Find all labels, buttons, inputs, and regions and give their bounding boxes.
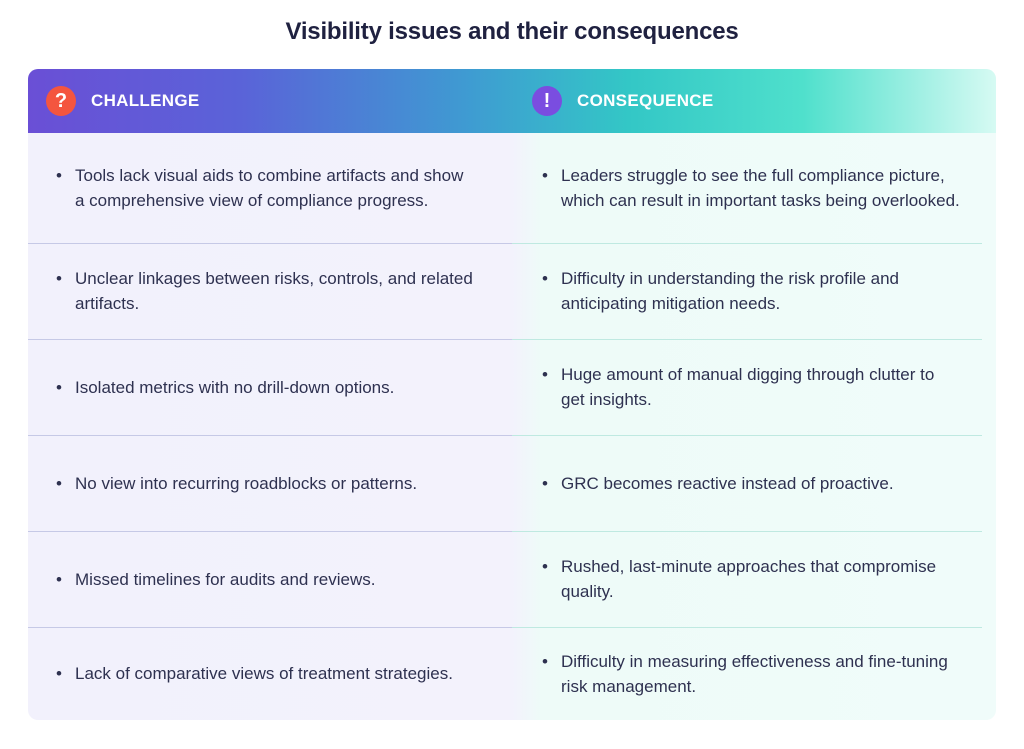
table-header: ? CHALLENGE ! CONSEQUENCE [28,69,996,133]
bullet-icon: • [56,569,62,589]
consequence-header: ! CONSEQUENCE [532,69,714,133]
bullet-icon: • [56,664,62,683]
consequence-cell: • Difficulty in understanding the risk pr… [542,243,962,339]
consequence-text: Rushed, last-minute approaches that comp… [561,557,937,601]
row-divider [28,627,512,628]
challenge-text: Unclear linkages between risks, controls… [75,269,473,313]
challenge-header-label: CHALLENGE [91,91,200,110]
challenge-text: No view into recurring roadblocks or pat… [75,473,418,493]
exclamation-icon: ! [532,86,562,116]
table-row: • Tools lack visual aids to combine artif… [28,133,996,243]
challenge-cell: • Tools lack visual aids to combine artif… [56,133,476,243]
consequence-text: Difficulty in understanding the risk pro… [561,269,899,313]
row-divider [512,339,982,340]
page-title: Visibility issues and their consequences [285,18,739,45]
row-divider [28,243,512,244]
challenge-text: Missed timelines for audits and reviews. [75,569,376,589]
challenge-cell: • Unclear linkages between risks, control… [56,243,476,339]
challenge-cell: • Missed timelines for audits and reviews… [56,531,476,627]
bullet-icon: • [542,651,548,671]
challenge-text: Lack of comparative views of treatment s… [75,664,453,683]
consequence-text: Huge amount of manual digging through cl… [561,365,935,409]
consequence-cell: • GRC becomes reactive instead of proacti… [542,435,962,531]
comparison-table: ? CHALLENGE ! CONSEQUENCE • Tools lack vi… [28,69,996,720]
row-divider [512,531,982,532]
challenge-cell: • Isolated metrics with no drill-down opt… [56,339,476,435]
challenge-cell: • Lack of comparative views of treatment … [56,627,476,720]
table-row: • Missed timelines for audits and reviews… [28,531,996,627]
table-row: • No view into recurring roadblocks or pa… [28,435,996,531]
bullet-icon: • [56,473,62,493]
question-icon: ? [46,86,76,116]
bullet-icon: • [56,377,62,397]
bullet-icon: • [542,269,548,288]
bullet-icon: • [56,166,62,185]
challenge-cell: • No view into recurring roadblocks or pa… [56,435,476,531]
row-divider [512,627,982,628]
row-divider [28,435,512,436]
challenge-text: Tools lack visual aids to combine artifa… [75,166,464,210]
consequence-cell: • Huge amount of manual digging through c… [542,339,962,435]
bullet-icon: • [542,557,548,576]
consequence-text: GRC becomes reactive instead of proactiv… [561,473,894,493]
challenge-header: ? CHALLENGE [46,69,199,133]
challenge-text: Isolated metrics with no drill-down opti… [75,377,395,397]
row-divider [512,243,982,244]
consequence-cell: • Difficulty in measuring effectiveness a… [542,627,962,720]
consequence-text: Leaders struggle to see the full complia… [561,166,960,210]
row-divider [28,339,512,340]
row-divider [28,531,512,532]
row-divider [512,435,982,436]
table-row: • Lack of comparative views of treatment … [28,627,996,720]
consequence-header-label: CONSEQUENCE [577,91,714,110]
consequence-cell: • Rushed, last-minute approaches that com… [542,531,962,627]
bullet-icon: • [56,269,62,288]
bullet-icon: • [542,473,548,493]
table-row: • Isolated metrics with no drill-down opt… [28,339,996,435]
table-row: • Unclear linkages between risks, control… [28,243,996,339]
bullet-icon: • [542,365,548,384]
consequence-text: Difficulty in measuring effectiveness an… [561,651,948,696]
consequence-cell: • Leaders struggle to see the full compli… [542,133,962,243]
bullet-icon: • [542,166,548,185]
